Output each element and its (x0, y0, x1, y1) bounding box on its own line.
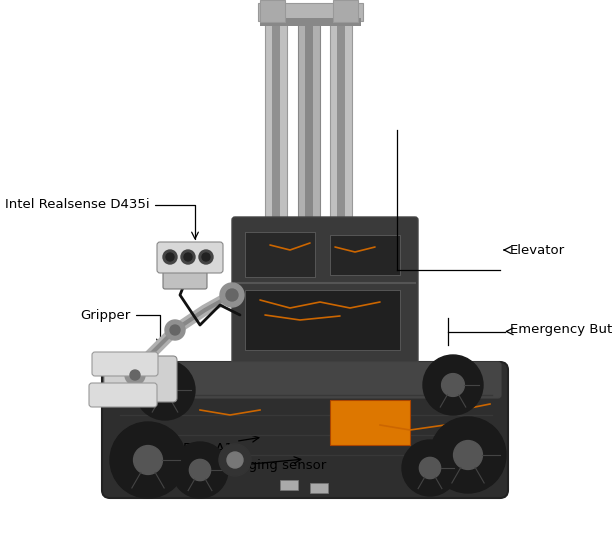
Circle shape (181, 250, 195, 264)
Text: Gripper: Gripper (80, 308, 163, 346)
Circle shape (172, 442, 228, 498)
Circle shape (130, 370, 140, 380)
Bar (330, 5, 352, 395)
Circle shape (226, 289, 238, 301)
Circle shape (442, 373, 465, 396)
Bar (330, 235, 400, 275)
Bar (305, 5, 313, 395)
Circle shape (419, 457, 441, 479)
Bar (330, 400, 410, 445)
Text: RPLIDAR A1: RPLIDAR A1 (155, 435, 259, 455)
Bar (258, 3, 363, 21)
Text: Intel Realsense D435i: Intel Realsense D435i (5, 198, 198, 239)
Text: Elevator: Elevator (504, 243, 565, 256)
Bar (280, 480, 298, 490)
Circle shape (423, 355, 483, 415)
Circle shape (110, 422, 186, 498)
Circle shape (220, 283, 244, 307)
Text: Emergency Button: Emergency Button (506, 324, 612, 337)
Circle shape (165, 320, 185, 340)
Circle shape (125, 365, 145, 385)
FancyBboxPatch shape (232, 217, 418, 373)
FancyBboxPatch shape (102, 362, 508, 498)
FancyBboxPatch shape (92, 352, 158, 376)
FancyBboxPatch shape (157, 242, 223, 273)
Circle shape (154, 379, 176, 402)
Circle shape (402, 440, 458, 496)
Circle shape (453, 441, 482, 469)
Bar (337, 5, 345, 395)
Circle shape (189, 460, 211, 481)
FancyBboxPatch shape (89, 383, 157, 407)
Circle shape (202, 253, 210, 261)
FancyBboxPatch shape (104, 356, 177, 402)
Text: VL53L1X - ranging sensor: VL53L1X - ranging sensor (155, 457, 326, 472)
Circle shape (135, 360, 195, 420)
Bar (272, 5, 280, 395)
Bar (265, 5, 287, 395)
Bar (245, 232, 315, 277)
Circle shape (184, 253, 192, 261)
Circle shape (166, 253, 174, 261)
Circle shape (170, 325, 180, 335)
Bar (260, 0, 285, 22)
Bar (245, 290, 400, 350)
Circle shape (430, 417, 506, 493)
Bar (310, 483, 328, 493)
Circle shape (219, 444, 251, 476)
Bar (260, 18, 361, 26)
Circle shape (199, 250, 213, 264)
FancyBboxPatch shape (163, 265, 207, 289)
Bar (333, 0, 358, 22)
FancyBboxPatch shape (112, 362, 501, 398)
Circle shape (133, 446, 162, 474)
Bar (298, 5, 320, 395)
Circle shape (163, 250, 177, 264)
Circle shape (227, 452, 243, 468)
